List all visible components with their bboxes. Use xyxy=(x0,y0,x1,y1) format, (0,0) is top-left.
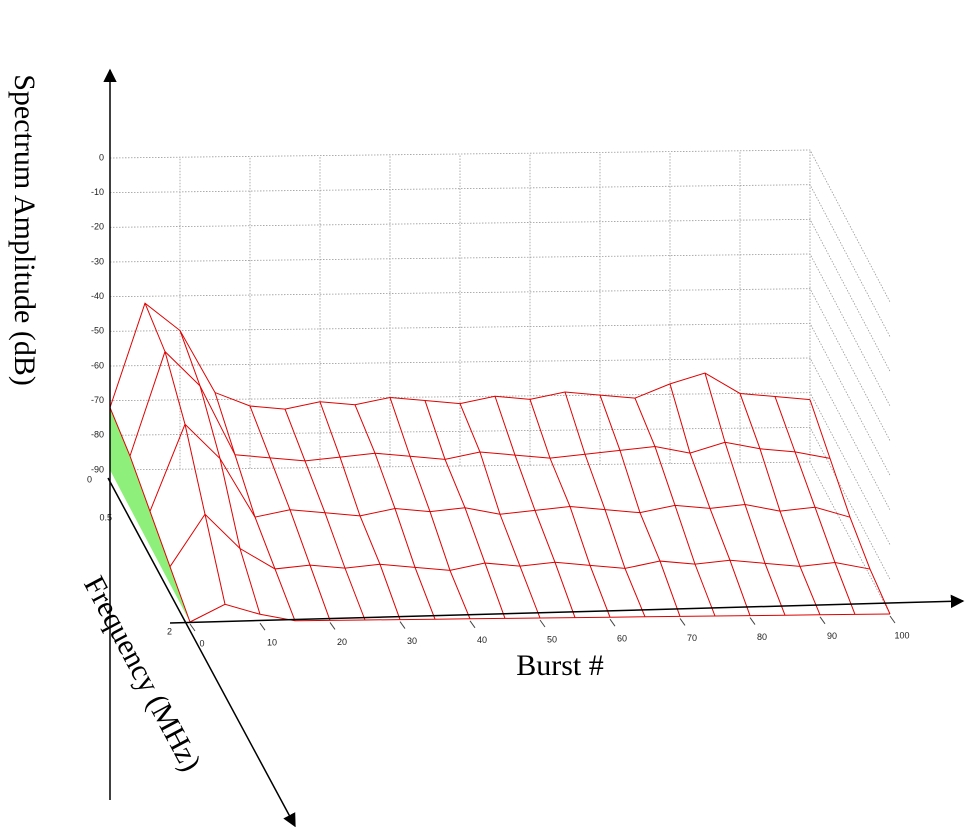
x-tick-label: 100 xyxy=(894,630,909,640)
grid-line xyxy=(109,184,891,337)
x-tick-mark xyxy=(609,618,616,627)
x-tick-mark xyxy=(819,616,826,625)
z-tick-label: -80 xyxy=(91,430,104,440)
mesh-column xyxy=(564,391,646,617)
mesh-column xyxy=(809,399,891,615)
x-tick-mark xyxy=(189,623,196,632)
mesh-column xyxy=(214,392,296,621)
z-tick-label: -30 xyxy=(91,256,104,266)
x-axis-title: Burst # xyxy=(516,649,604,682)
y-tick-label: 2 xyxy=(167,626,172,636)
x-tick-label: 90 xyxy=(827,631,837,641)
mesh-column xyxy=(424,400,506,619)
grid-line xyxy=(109,426,891,580)
mesh-column xyxy=(249,405,331,621)
mesh-column xyxy=(354,404,436,620)
ticks: 0-10-20-30-40-50-60-70-80-900 10 20 30 40 50 6… xyxy=(87,152,910,648)
grid-line xyxy=(109,149,891,303)
mesh-column xyxy=(109,407,191,623)
mesh-column xyxy=(319,401,401,620)
grid-line xyxy=(109,461,891,615)
mesh-column xyxy=(529,399,611,618)
grid xyxy=(109,149,891,615)
mesh-column xyxy=(459,403,541,619)
z-tick-label: -50 xyxy=(91,326,104,336)
x-axis-arrow xyxy=(169,594,965,624)
x-tick-label: 10 xyxy=(267,638,277,648)
x-tick-mark xyxy=(259,622,266,631)
mesh-column xyxy=(494,396,576,618)
z-axis-title: Spectrum Amplitude (dB) xyxy=(8,74,41,386)
grid-line xyxy=(109,357,891,511)
mesh-column xyxy=(389,397,471,619)
x-tick-label: 0 xyxy=(199,638,204,648)
x-tick-mark xyxy=(539,619,546,628)
z-tick-label: -90 xyxy=(91,464,104,474)
mesh-row xyxy=(129,350,831,462)
mesh-column xyxy=(599,394,681,617)
x-tick-label: 70 xyxy=(687,633,697,643)
x-tick-mark xyxy=(399,621,406,629)
grid-line xyxy=(109,218,891,372)
grid-line xyxy=(109,253,891,407)
mesh-column xyxy=(144,303,226,605)
grid-line xyxy=(109,288,891,441)
surface xyxy=(109,302,891,623)
y-tick-label: 0 xyxy=(87,474,92,484)
base-face xyxy=(110,407,190,622)
x-tick-mark xyxy=(329,622,336,630)
mesh-column xyxy=(704,372,786,616)
x-tick-label: 20 xyxy=(337,637,347,647)
mesh-column xyxy=(739,393,821,615)
grid-line xyxy=(109,392,891,545)
mesh-column xyxy=(774,396,856,615)
mesh-column xyxy=(669,383,751,616)
z-tick-label: -40 xyxy=(91,291,104,301)
z-tick-label: -70 xyxy=(91,395,104,405)
mesh-column xyxy=(179,330,261,615)
y-tick-label: 0.5 xyxy=(99,512,112,522)
x-tick-label: 60 xyxy=(617,634,627,644)
z-tick-label: -20 xyxy=(91,222,104,232)
mesh-column xyxy=(284,408,366,621)
x-tick-label: 30 xyxy=(407,636,417,646)
z-tick-label: 0 xyxy=(99,152,104,162)
x-tick-mark xyxy=(749,617,756,625)
z-tick-label: -60 xyxy=(91,360,104,370)
x-tick-mark xyxy=(679,618,686,626)
mesh-column xyxy=(634,397,716,617)
y-axis-title: Frequency (MHz) xyxy=(77,571,207,777)
x-tick-label: 80 xyxy=(757,632,767,642)
z-tick-label: -10 xyxy=(91,187,104,197)
x-tick-mark xyxy=(469,620,476,629)
grid-line xyxy=(109,322,891,476)
x-tick-label: 50 xyxy=(547,634,557,644)
y-axis-arrow xyxy=(107,477,296,828)
x-tick-mark xyxy=(889,615,896,624)
x-tick-label: 40 xyxy=(477,635,487,645)
